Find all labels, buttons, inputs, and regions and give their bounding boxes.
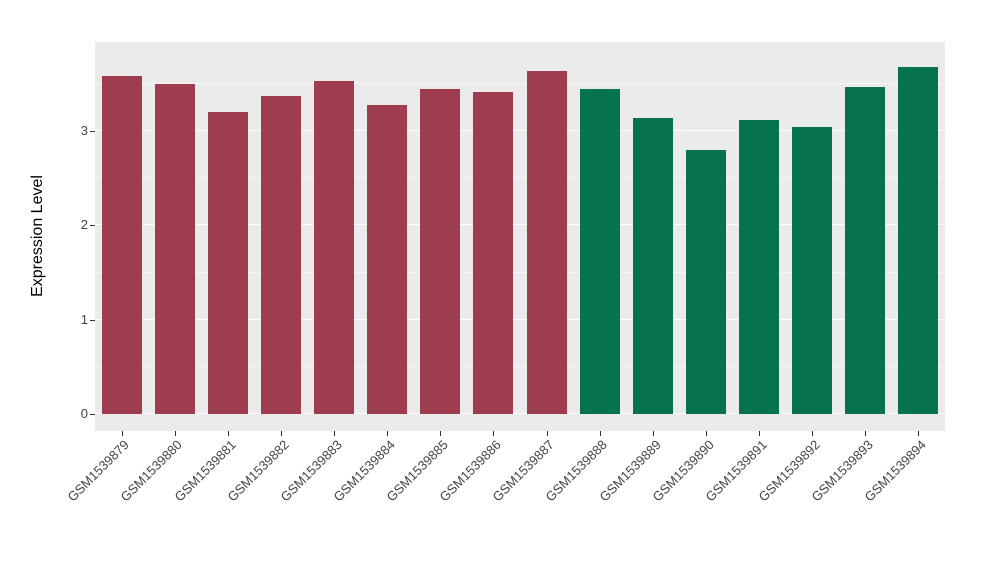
x-tick-mark (387, 431, 389, 436)
x-tick-mark (334, 431, 336, 436)
x-tick-mark (493, 431, 495, 436)
y-tick-mark (90, 225, 95, 227)
bar (314, 81, 355, 414)
x-tick-mark (174, 431, 176, 436)
gridline-major (95, 224, 945, 226)
y-tick-label: 3 (80, 123, 88, 138)
x-tick-mark (759, 431, 761, 436)
x-tick-mark (812, 431, 814, 436)
bar (420, 88, 461, 414)
y-tick-mark (90, 414, 95, 415)
bar (154, 83, 195, 414)
x-tick-mark (918, 431, 920, 436)
bar (526, 70, 567, 414)
y-tick-mark (90, 131, 95, 132)
x-tick-mark (865, 431, 867, 436)
bar (367, 104, 408, 414)
x-tick-mark (599, 431, 601, 436)
x-axis: GSM1539879 GSM1539880 GSM1539881 GSM1539882… (0, 437, 1000, 557)
x-tick-mark (652, 431, 654, 436)
y-tick-label: 1 (80, 311, 88, 327)
bar (845, 86, 886, 414)
x-tick-mark (705, 431, 707, 436)
bar (579, 88, 620, 414)
bar (260, 96, 301, 414)
y-tick-mark (90, 319, 95, 321)
bar (473, 92, 514, 414)
plot-panel (95, 42, 945, 431)
gridline-minor (95, 177, 945, 179)
x-tick-mark (121, 431, 123, 436)
bar (101, 76, 142, 414)
x-tick-mark (227, 431, 229, 436)
bar (632, 117, 673, 414)
bar (898, 66, 939, 414)
gridline-minor (95, 271, 945, 273)
bar (739, 119, 780, 414)
bar (207, 112, 248, 414)
gridline-major (95, 413, 945, 414)
y-axis-title: Expression Level (29, 175, 46, 297)
x-tick-mark (546, 431, 548, 436)
gridline-major (95, 318, 945, 320)
x-tick-mark (280, 431, 282, 436)
y-tick-label: 2 (80, 217, 88, 233)
y-tick-label: 0 (80, 406, 88, 421)
bar (685, 149, 726, 414)
x-tick-mark (440, 431, 442, 436)
gridline-minor (95, 82, 945, 84)
gridline-minor (95, 365, 945, 367)
gridline-major (95, 130, 945, 132)
bar (792, 127, 833, 414)
